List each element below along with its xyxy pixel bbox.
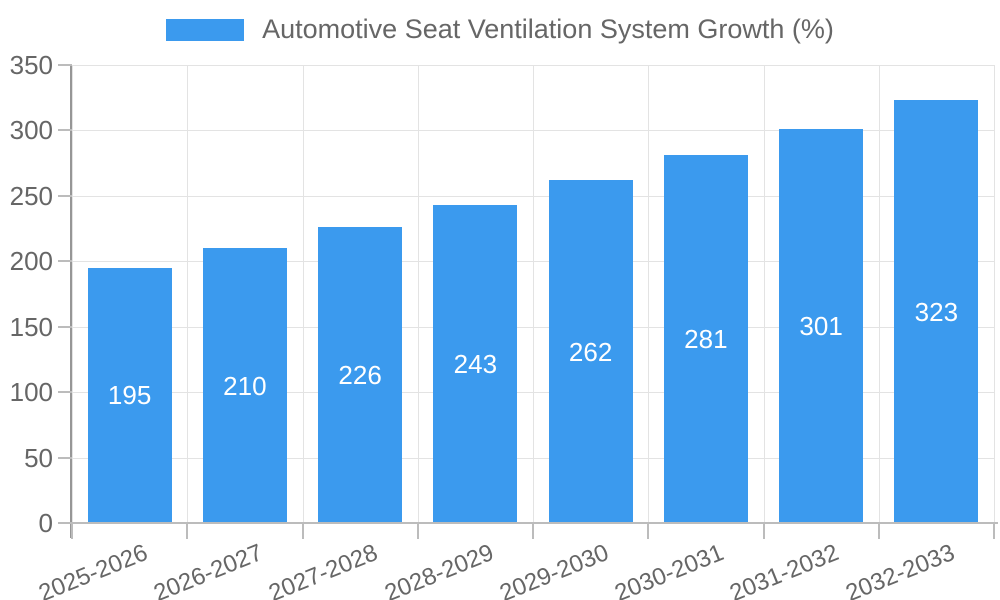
y-tick-label: 150	[9, 311, 53, 342]
x-tick-label: 2027-2028	[265, 539, 382, 600]
y-tick-label: 50	[24, 442, 53, 473]
bar: 243	[433, 205, 518, 523]
y-axis-tick	[58, 194, 72, 197]
x-axis-tick	[301, 524, 304, 539]
bar: 210	[202, 248, 287, 523]
y-axis-tick	[58, 456, 72, 459]
y-tick-label: 100	[9, 377, 53, 408]
bar-value-label: 226	[338, 360, 382, 391]
y-axis-tick	[58, 64, 72, 66]
x-tick-label: 2032-2033	[841, 539, 959, 600]
bar-value-label: 210	[223, 370, 267, 401]
bar: 323	[894, 100, 979, 523]
bar-value-label: 281	[684, 324, 728, 355]
y-tick-label: 200	[9, 246, 53, 277]
y-tick-label: 350	[9, 50, 53, 80]
bar: 301	[779, 129, 864, 523]
v-gridline	[878, 65, 880, 523]
bar: 262	[548, 180, 633, 523]
x-axis-tick	[532, 524, 534, 539]
bar: 226	[318, 227, 403, 523]
x-axis-tick	[993, 524, 995, 539]
v-gridline	[417, 65, 419, 523]
v-gridline	[302, 65, 304, 523]
plot-area: 195 210 226 243 262 281 301 323	[72, 65, 995, 524]
x-axis-tick	[877, 524, 880, 539]
legend-swatch	[166, 18, 245, 41]
bar: 195	[87, 267, 172, 523]
chart-title: Automotive Seat Ventilation System Growt…	[262, 14, 834, 44]
y-axis-line	[70, 65, 72, 538]
y-axis-tick	[58, 260, 72, 263]
x-tick-label: 2031-2032	[726, 539, 843, 600]
v-gridline	[533, 65, 534, 523]
bar: 281	[663, 155, 748, 523]
legend-item[interactable]: Automotive Seat Ventilation System Growt…	[0, 16, 1000, 43]
y-tick-label: 0	[38, 508, 53, 538]
v-gridline	[187, 65, 189, 523]
x-tick-label: 2030-2031	[611, 539, 728, 600]
x-axis-line	[62, 522, 998, 524]
v-gridline	[763, 65, 765, 523]
y-axis-tick	[58, 129, 72, 132]
x-axis-tick	[416, 524, 419, 539]
bar-value-label: 262	[568, 336, 613, 367]
y-axis-tick	[58, 391, 72, 394]
x-tick-label: 2026-2027	[150, 539, 267, 600]
x-axis-tick	[186, 524, 189, 539]
bar-value-label: 301	[799, 311, 843, 342]
y-tick-label: 250	[9, 180, 53, 211]
x-axis-tick	[647, 524, 650, 539]
bar-value-label: 195	[107, 380, 152, 411]
y-tick-label: 300	[9, 115, 53, 146]
v-gridline	[994, 65, 995, 523]
v-gridline	[72, 65, 73, 523]
bar-value-label: 323	[914, 296, 959, 327]
y-axis-tick	[58, 325, 72, 328]
x-tick-label: 2029-2030	[495, 539, 613, 600]
x-axis-tick	[762, 524, 765, 539]
x-tick-label: 2025-2026	[34, 539, 152, 600]
x-tick-label: 2028-2029	[380, 539, 498, 600]
bar-value-label: 243	[453, 349, 498, 380]
v-gridline	[648, 65, 650, 523]
y-axis-tick	[58, 522, 72, 524]
x-axis-tick	[71, 524, 73, 539]
